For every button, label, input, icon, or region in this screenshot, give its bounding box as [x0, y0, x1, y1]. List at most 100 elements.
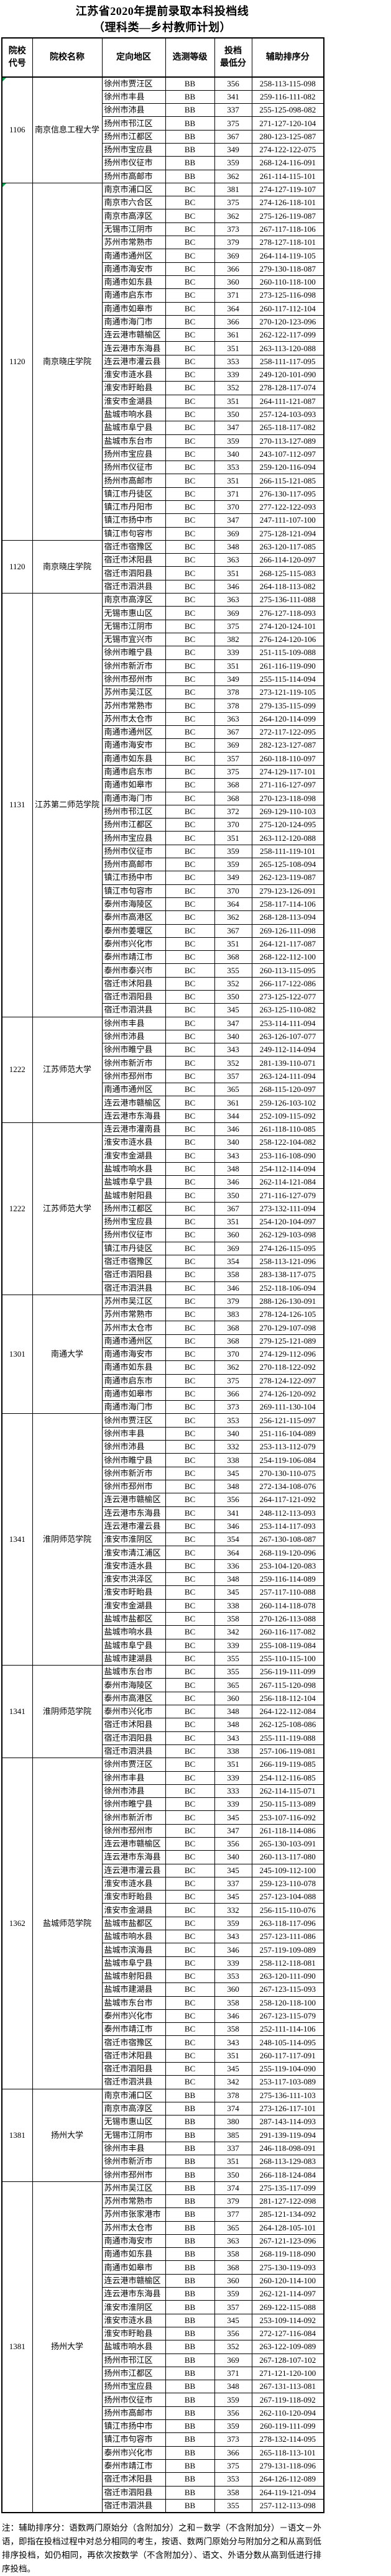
min-score-cell: 367 — [214, 1201, 252, 1216]
district-cell: 南通市通州区 — [101, 1334, 166, 1349]
grade-cell: BC — [165, 1334, 215, 1349]
district-cell: 徐州市睢宁县 — [101, 646, 166, 660]
min-score-cell: 347 — [214, 421, 252, 435]
district-cell: 南通市如皋市 — [101, 2260, 166, 2275]
grade-cell: BC — [165, 579, 215, 594]
grade-cell: BC — [165, 712, 215, 727]
min-score-cell: 351 — [214, 394, 252, 408]
header-cell-min-score: 投档 最低分 — [214, 37, 252, 78]
aux-score-cell: 277-122-122-093 — [251, 500, 324, 515]
district-cell: 淮安市涟水县 — [101, 1876, 166, 1891]
table-row: 南通市通州区 BC 368 279-125-121-089 — [2, 1334, 324, 1349]
district-cell: 盐城市盐都区 — [101, 1916, 166, 1931]
aux-score-cell: 270-113-127-089 — [251, 434, 324, 448]
aux-score-cell: 252-118-106-094 — [251, 1281, 324, 1295]
aux-score-cell: 275-136-111-103 — [251, 2088, 324, 2102]
table-row: 泰州市海陵区 BC 364 258-117-114-106 — [2, 897, 324, 912]
header-cell-college-name: 院校名称 — [32, 37, 103, 78]
grade-cell: BC — [165, 1506, 215, 1520]
aux-score-cell: 260-116-117-082 — [251, 1625, 324, 1639]
min-score-cell: 362 — [214, 169, 252, 183]
table-row: 盐城市阜宁县 BC 347 265-118-117-082 — [2, 421, 324, 435]
min-score-cell: 367 — [214, 725, 252, 740]
aux-score-cell: 273-132-111-094 — [251, 1201, 324, 1216]
table-row: 扬州市江都区 BC 367 273-132-111-094 — [2, 1201, 324, 1216]
district-cell: 苏州市吴江区 — [101, 1294, 166, 1309]
aux-score-cell: 275-135-117-099 — [251, 2181, 324, 2196]
aux-score-cell: 263-120-111-090 — [251, 1969, 324, 1984]
aux-score-cell: 265-118-117-082 — [251, 421, 324, 435]
aux-score-cell: 274-129-117-101 — [251, 764, 324, 779]
grade-cell: BB — [165, 2115, 215, 2129]
table-row: 镇江市句容市 BC 370 279-123-126-091 — [2, 884, 324, 898]
min-score-cell: 365 — [214, 1678, 252, 1692]
district-cell: 扬州市宝应县 — [101, 2380, 166, 2394]
table-row: 无锡市江阴市 BC 375 274-120-124-101 — [2, 619, 324, 633]
district-cell: 南通市如皋市 — [101, 1387, 166, 1401]
aux-score-cell: 257-106-119-081 — [251, 1744, 324, 1759]
min-score-cell: 370 — [214, 500, 252, 515]
table-row: 宿迁市沭阳县 BC 352 266-117-122-086 — [2, 976, 324, 991]
table-row: 徐州市丰县 BB 337 246-118-098-091 — [2, 2141, 324, 2156]
district-cell: 苏州市常熟市 — [101, 699, 166, 713]
grade-cell: BC — [165, 831, 215, 845]
table-row: 连云港市灌云县 BC 346 253-114-117-093 — [2, 1519, 324, 1534]
college-code: 1341 — [9, 1534, 25, 1544]
district-cell: 南通市如皋市 — [101, 301, 166, 316]
min-score-cell: 337 — [214, 1876, 252, 1891]
district-cell: 盐城市阜宁县 — [101, 1638, 166, 1652]
district-cell: 泰州市靖江市 — [101, 2459, 166, 2473]
table-row: 南通市启东市 BC 371 273-125-116-098 — [2, 288, 324, 303]
min-score-cell: 350 — [214, 2168, 252, 2182]
table-row: 宿迁市泗阳县 BC 345 255-119-104-090 — [2, 2062, 324, 2076]
district-cell: 扬州市仪征市 — [101, 156, 166, 170]
aux-score-cell: 272-134-108-076 — [251, 1479, 324, 1494]
min-score-cell: 364 — [214, 1546, 252, 1560]
grade-cell: BC — [165, 1373, 215, 1388]
grade-cell: BC — [165, 301, 215, 316]
table-row: 扬州市高邮市 BB 362 261-114-115-101 — [2, 169, 324, 183]
min-score-cell: 345 — [214, 1585, 252, 1600]
aux-score-cell: 260-117-112-104 — [251, 301, 324, 316]
college-name-cell: 南通大学 — [32, 1294, 103, 1414]
grade-cell: BC — [165, 791, 215, 805]
grade-cell: BC — [165, 288, 215, 303]
grade-cell: BC — [165, 963, 215, 978]
table-row: 1381 扬州大学 苏州市吴江区 BB 374 275-135-117-099 — [1, 2181, 324, 2513]
aux-score-cell: 253-109-114-092 — [251, 2313, 324, 2327]
page-title-line2: （理科类—乡村教师计划） — [93, 21, 231, 34]
min-score-cell: 345 — [214, 2062, 252, 2076]
grade-cell: BC — [165, 328, 215, 342]
grade-cell: BB — [165, 2234, 215, 2248]
district-cell: 徐州市睢宁县 — [101, 1797, 166, 1812]
table-row: 淮安市盱眙县 BC 345 257-123-104-088 — [2, 1890, 324, 1904]
aux-score-cell: 285-121-134-092 — [251, 2207, 324, 2222]
aux-score-cell: 273-121-119-105 — [251, 685, 324, 700]
grade-cell: BC — [165, 1678, 215, 1692]
aux-score-cell: 258-122-104-082 — [251, 1135, 324, 1150]
aux-score-cell: 262-123-119-087 — [251, 871, 324, 885]
grade-cell: BC — [165, 2022, 215, 2037]
district-cell: 盐城市东台市 — [101, 434, 166, 448]
min-score-cell: 378 — [214, 2088, 252, 2102]
min-score-cell: 356 — [214, 2406, 252, 2421]
table-row: 淮安市淮阴区 BB 357 269-122-115-088 — [2, 2300, 324, 2314]
grade-cell: BC — [165, 1969, 215, 1984]
district-cell: 扬州市江都区 — [101, 818, 166, 832]
aux-score-cell: 280-123-125-087 — [251, 129, 324, 144]
district-cell: 泰州市兴化市 — [101, 2445, 166, 2460]
grade-cell: BC — [165, 1175, 215, 1189]
grade-cell: BB — [165, 76, 215, 91]
district-cell: 南通市海门市 — [101, 791, 166, 805]
table-row: 宿迁市泗洪县 BB 355 257-112-113-098 — [2, 2498, 324, 2513]
aux-score-cell: 259-123-110-078 — [251, 1876, 324, 1891]
district-cell: 连云港市东海县 — [101, 1109, 166, 1123]
aux-score-cell: 270-120-123-096 — [251, 314, 324, 329]
table-row: 南通市通州区 BC 365 268-115-120-097 — [2, 1083, 324, 1097]
min-score-cell: 348 — [214, 1479, 252, 1494]
district-cell: 宿迁市沭阳县 — [101, 2472, 166, 2487]
min-score-cell: 368 — [214, 791, 252, 805]
min-score-cell: 353 — [214, 1413, 252, 1428]
min-score-cell: 362 — [214, 910, 252, 925]
grade-cell: BC — [165, 1109, 215, 1123]
